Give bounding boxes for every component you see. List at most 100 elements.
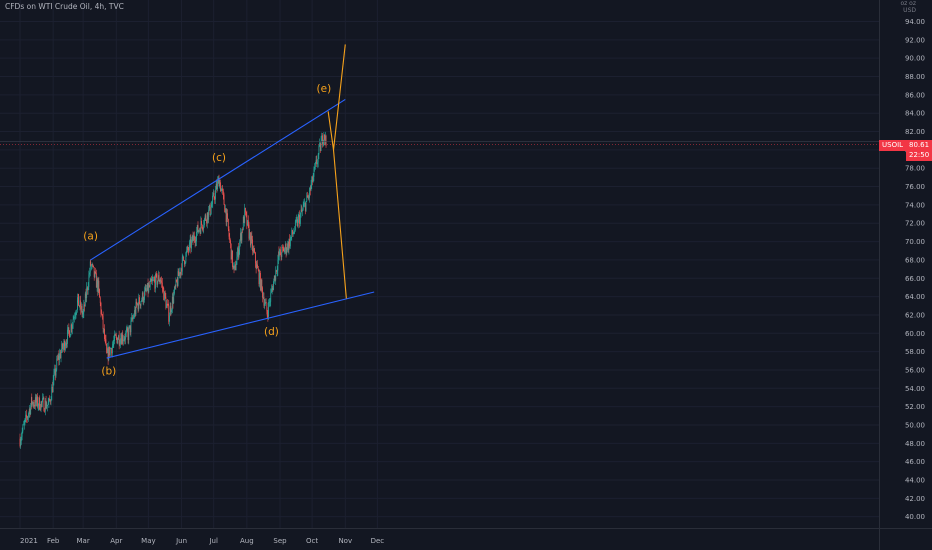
candle-body: [120, 338, 121, 344]
candle-body: [81, 305, 83, 315]
candle-body: [260, 273, 261, 291]
candle-body: [37, 405, 39, 407]
candle-body: [181, 268, 182, 272]
candle-body: [270, 292, 272, 302]
candle-body: [19, 438, 21, 447]
price-tick-label: 88.00: [905, 73, 925, 81]
candle-body: [191, 239, 192, 249]
candle-body: [311, 176, 313, 185]
candle-body: [193, 235, 195, 241]
price-tick-label: 52.00: [905, 403, 925, 411]
candle-body: [232, 250, 233, 268]
candle-body: [25, 414, 27, 419]
candle-body: [305, 201, 307, 212]
candle-body: [302, 206, 304, 210]
price-tick-label: 42.00: [905, 495, 925, 503]
candle-body: [109, 348, 111, 356]
time-tick-label: 2021: [20, 537, 38, 545]
candle-body: [240, 233, 242, 241]
candle-body: [90, 265, 92, 266]
candle-body: [304, 202, 306, 212]
candle-body: [142, 292, 144, 303]
candle-body: [278, 251, 280, 256]
candle-body: [166, 303, 167, 308]
candle-body: [30, 405, 32, 415]
candle-body: [36, 396, 38, 403]
candle-body: [314, 162, 316, 167]
candle-body: [28, 413, 29, 417]
candle-body: [307, 195, 308, 198]
candle-body: [46, 406, 48, 409]
candle-body: [180, 268, 182, 275]
candle-body: [114, 334, 115, 341]
candle-body: [206, 212, 208, 224]
candle-body: [255, 263, 257, 269]
candle-body: [114, 334, 116, 336]
candle-body: [210, 206, 212, 214]
candle-body: [209, 204, 211, 215]
candle-body: [90, 261, 92, 266]
candle-body: [107, 348, 109, 360]
time-tick-label: Jul: [208, 537, 218, 545]
candle-body: [164, 291, 166, 298]
candle-body: [282, 247, 284, 249]
candle-body: [23, 422, 25, 425]
time-tick-label: Dec: [371, 537, 385, 545]
candle-body: [170, 306, 172, 313]
candle-body: [177, 271, 179, 286]
candle-body: [89, 272, 90, 275]
price-tick-label: 54.00: [905, 385, 925, 393]
candle-body: [99, 289, 100, 298]
candle-body: [86, 287, 88, 299]
candle-body: [318, 146, 320, 155]
candle-body: [147, 283, 149, 293]
candle-body: [161, 282, 163, 288]
candle-body: [202, 228, 204, 229]
candle-body: [304, 202, 306, 204]
candle-body: [136, 303, 138, 305]
candle-body: [188, 250, 190, 251]
chart-title: CFDs on WTI Crude Oil, 4h, TVC: [5, 2, 124, 11]
candle-body: [77, 293, 79, 301]
candle-body: [187, 246, 189, 251]
price-tick-label: 56.00: [905, 366, 925, 374]
candle-body: [309, 188, 311, 198]
candle-body: [131, 317, 133, 321]
candle-body: [317, 162, 318, 165]
candle-body: [54, 368, 55, 374]
candle-body: [268, 302, 270, 303]
candle-body: [146, 283, 148, 291]
price-tick-label: 58.00: [905, 348, 925, 356]
candle-body: [113, 340, 115, 344]
candle-body: [211, 204, 213, 207]
candle-body: [205, 215, 207, 220]
candle-body: [275, 270, 277, 281]
candle-body: [73, 317, 75, 320]
candle-body: [127, 332, 129, 341]
price-tick-label: 72.00: [905, 220, 925, 228]
time-tick-label: Oct: [306, 537, 318, 545]
candle-body: [109, 346, 110, 356]
candle-body: [133, 317, 135, 318]
candle-body: [159, 281, 161, 282]
candle-body: [129, 325, 130, 329]
candle-body: [200, 220, 202, 234]
candle-body: [198, 230, 200, 233]
candle-body: [227, 219, 229, 230]
candle-body: [279, 249, 281, 256]
candle-body: [293, 232, 295, 234]
candle-body: [21, 431, 23, 437]
candle-body: [259, 273, 261, 285]
candle-body: [220, 182, 221, 192]
candle-body: [199, 229, 200, 231]
candle-body: [286, 250, 288, 254]
candle-body: [163, 288, 165, 301]
candle-body: [87, 287, 89, 291]
candle-body: [65, 343, 67, 346]
candle-body: [268, 302, 269, 317]
candle-body: [251, 235, 253, 240]
candle-body: [285, 244, 287, 254]
candle-body: [175, 279, 177, 287]
price-tick-label: 82.00: [905, 128, 925, 136]
